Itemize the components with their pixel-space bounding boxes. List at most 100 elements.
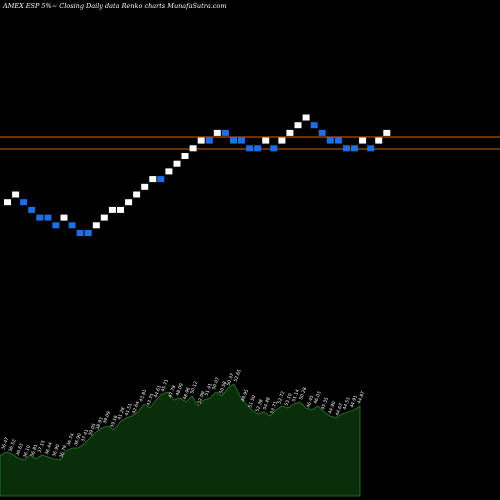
renko-brick-down	[351, 145, 358, 152]
volume-value-label: 39.05	[87, 422, 97, 436]
volume-area-shape	[0, 383, 361, 497]
volume-value-label: 36.81	[29, 443, 39, 457]
volume-value-label: 36.74	[66, 432, 76, 446]
renko-brick-down	[367, 145, 375, 152]
renko-brick-down	[68, 222, 76, 229]
volume-value-label: 50.58	[218, 380, 228, 394]
renko-brick-down	[334, 137, 342, 144]
volume-value-label: 46.45	[305, 394, 315, 408]
volume-value-label: 43.75	[146, 392, 156, 406]
volume-value-label: 53.10	[284, 392, 294, 406]
renko-brick-up	[173, 160, 181, 167]
volume-value-label: 48.96	[182, 386, 192, 400]
renko-brick-down	[230, 137, 237, 144]
volume-value-label: 36.90	[51, 443, 61, 457]
renko-brick-up	[197, 137, 205, 144]
renko-brick-down	[221, 129, 229, 136]
renko-brick-up	[181, 153, 189, 159]
renko-brick-down	[84, 230, 92, 236]
renko-brick-up	[4, 199, 11, 206]
volume-value-label: 43.81	[138, 388, 148, 402]
volume-value-label: 36.44	[44, 441, 54, 455]
renko-brick-up	[100, 214, 108, 221]
volume-value-label: 52.72	[276, 390, 286, 404]
renko-brick-up	[302, 114, 310, 121]
volume-area	[0, 383, 361, 497]
volume-value-label: 49.95	[240, 388, 250, 402]
renko-brick-up	[125, 199, 133, 206]
chart-title: AMEX ESP 5%~ Closing Daily data Renko ch…	[2, 2, 227, 10]
volume-value-label: 51.14	[291, 388, 301, 402]
renko-brick-down	[318, 129, 326, 136]
renko-brick-down	[342, 145, 350, 152]
volume-value-label: 36.10	[22, 444, 32, 458]
renko-brick-down	[238, 137, 245, 144]
renko-brick-up	[383, 129, 391, 136]
volume-value-label: 38.93	[95, 416, 105, 430]
renko-brick-down	[205, 137, 213, 144]
volume-value-label: 41.28	[116, 406, 126, 420]
volume-value-label: 44.90	[327, 400, 337, 414]
volume-value-label: 44.61	[153, 384, 163, 398]
volume-value-labels: 36.4736.5236.6336.1036.8137.1536.4436.90…	[0, 368, 366, 458]
renko-brick-up	[213, 129, 221, 136]
renko-brick-up	[117, 206, 124, 213]
renko-brick-down	[36, 214, 44, 221]
renko-brick-down	[44, 214, 52, 221]
volume-value-label: 39.16	[109, 414, 119, 428]
volume-value-label: 51.50	[247, 394, 257, 408]
volume-value-label: 52.65	[233, 368, 243, 382]
renko-brick-down	[76, 230, 84, 236]
renko-brick-down	[326, 137, 334, 144]
renko-brick-up	[133, 191, 141, 198]
renko-brick-down	[20, 199, 28, 206]
renko-brick-up	[12, 191, 20, 198]
volume-value-label: 41.51	[124, 402, 134, 416]
renko-brick-up	[262, 137, 270, 144]
renko-brick-up	[359, 137, 367, 144]
volume-value-label: 44.87	[356, 390, 366, 404]
volume-value-label: 52.38	[255, 398, 265, 412]
renko-brick-down	[28, 206, 36, 213]
renko-brick-down	[157, 176, 165, 183]
volume-value-label: 47.78	[167, 384, 177, 398]
volume-value-label: 36.47	[0, 436, 10, 450]
renko-brick-down	[310, 122, 318, 129]
renko-brick-down	[246, 145, 254, 152]
volume-value-label: 44.53	[342, 396, 352, 410]
renko-brick-up	[108, 206, 116, 213]
volume-value-label: 51.41	[204, 382, 214, 396]
volume-value-label: 37.15	[37, 439, 47, 453]
renko-brick-up	[165, 168, 173, 175]
volume-value-label: 37.41	[80, 428, 90, 442]
renko-brick-up	[278, 137, 286, 144]
volume-value-label: 48.09	[175, 382, 185, 396]
volume-value-label: 50.28	[298, 386, 308, 400]
renko-brick-down	[270, 145, 278, 152]
volume-value-label: 46.03	[313, 390, 323, 404]
renko-brick-up	[149, 176, 157, 183]
renko-brick-up	[92, 222, 100, 229]
volume-value-label: 36.79	[58, 444, 68, 458]
volume-value-label: 45.71	[160, 378, 170, 392]
renko-brick-up	[60, 214, 68, 221]
renko-bricks	[4, 114, 391, 236]
renko-brick-down	[254, 145, 262, 152]
volume-value-label: 44.67	[334, 402, 344, 416]
volume-value-label: 50.12	[189, 380, 199, 394]
volume-value-label: 36.63	[15, 442, 25, 456]
volume-value-label: 36.52	[8, 438, 18, 452]
volume-value-label: 42.64	[131, 400, 141, 414]
renko-brick-down	[52, 222, 60, 229]
renko-brick-up	[375, 137, 383, 144]
volume-value-label: 52.09	[196, 390, 206, 404]
volume-value-label: 54.48	[262, 396, 272, 410]
renko-brick-up	[294, 122, 302, 129]
renko-brick-up	[286, 129, 294, 136]
volume-value-label: 50.07	[211, 376, 221, 390]
volume-value-label: 44.91	[349, 394, 359, 408]
volume-value-label: 53.71	[269, 400, 279, 414]
volume-value-label: 45.35	[320, 396, 330, 410]
renko-brick-up	[141, 183, 149, 190]
